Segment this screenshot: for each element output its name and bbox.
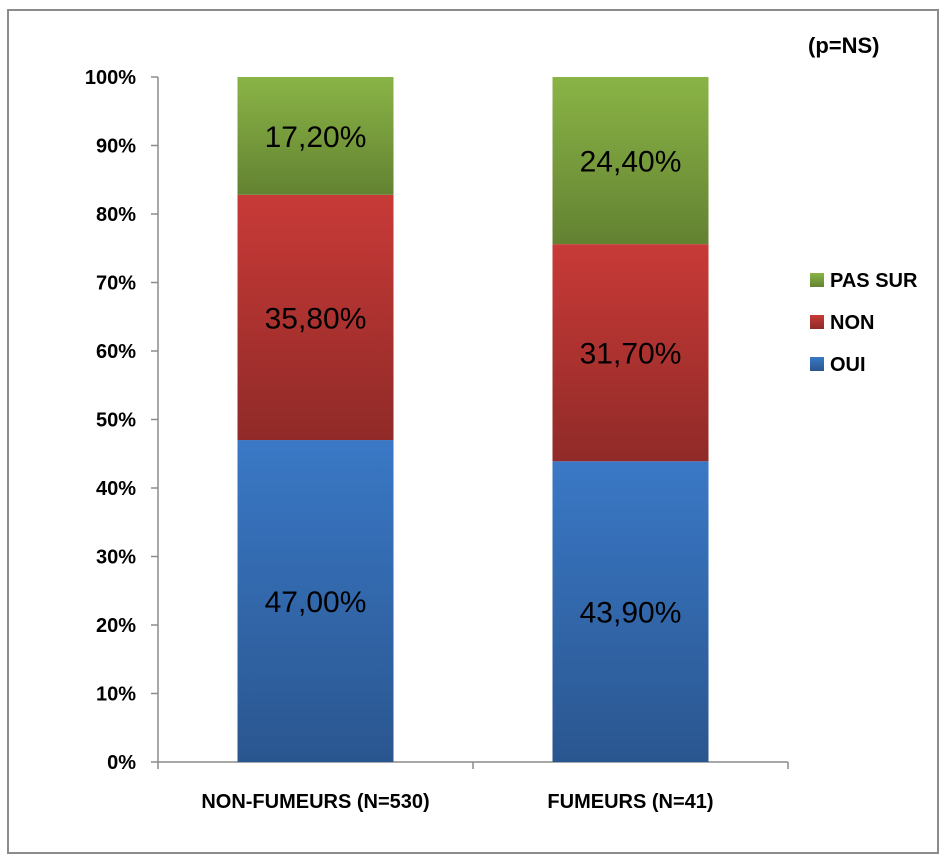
data-label: 43,90% — [580, 597, 682, 630]
bars — [237, 77, 709, 762]
legend-label: NON — [830, 312, 874, 334]
y-tick-label: 10% — [96, 684, 136, 706]
y-tick-label: 70% — [96, 273, 136, 295]
data-label: 17,20% — [265, 121, 367, 154]
y-tick-label: 60% — [96, 341, 136, 363]
axes: 0% 10% 20% 30% 40% 50% 60% 70% 80% 90% 100% NON-FUM… — [85, 67, 789, 813]
bar-segment-pas-sur — [552, 77, 709, 245]
data-label: 35,80% — [265, 302, 367, 335]
x-category-label: NON-FUMEURS (N=530) — [201, 791, 429, 813]
data-label: 47,00% — [265, 586, 367, 619]
data-labels: 47,00% 35,80% 17,20% 43,90% 31,70% 24,40% — [265, 121, 682, 630]
y-tick-label: 0% — [107, 752, 136, 774]
y-tick-label: 80% — [96, 204, 136, 226]
bar-segment-oui — [237, 440, 394, 762]
legend-swatch-oui — [810, 357, 824, 371]
x-category-label: FUMEURS (N=41) — [547, 791, 713, 813]
significance-annotation: (p=NS) — [808, 33, 880, 58]
legend-label: OUI — [830, 354, 866, 376]
y-tick-label: 50% — [96, 410, 136, 432]
bar-segment-oui — [552, 461, 709, 762]
data-label: 31,70% — [580, 338, 682, 371]
chart-frame — [7, 9, 939, 854]
y-tick-label: 90% — [96, 136, 136, 158]
legend: PAS SUR NON OUI — [810, 270, 918, 376]
y-tick-label: 100% — [85, 67, 136, 89]
data-label: 24,40% — [580, 146, 682, 179]
bar-segment-pas-sur — [237, 77, 394, 195]
y-tick-label: 20% — [96, 615, 136, 637]
y-tick-label: 30% — [96, 547, 136, 569]
y-tick-label: 40% — [96, 478, 136, 500]
legend-swatch-pas-sur — [810, 273, 824, 287]
legend-swatch-non — [810, 315, 824, 329]
bar-segment-non — [237, 194, 394, 441]
bar-segment-non — [552, 244, 709, 462]
legend-label: PAS SUR — [830, 270, 918, 292]
